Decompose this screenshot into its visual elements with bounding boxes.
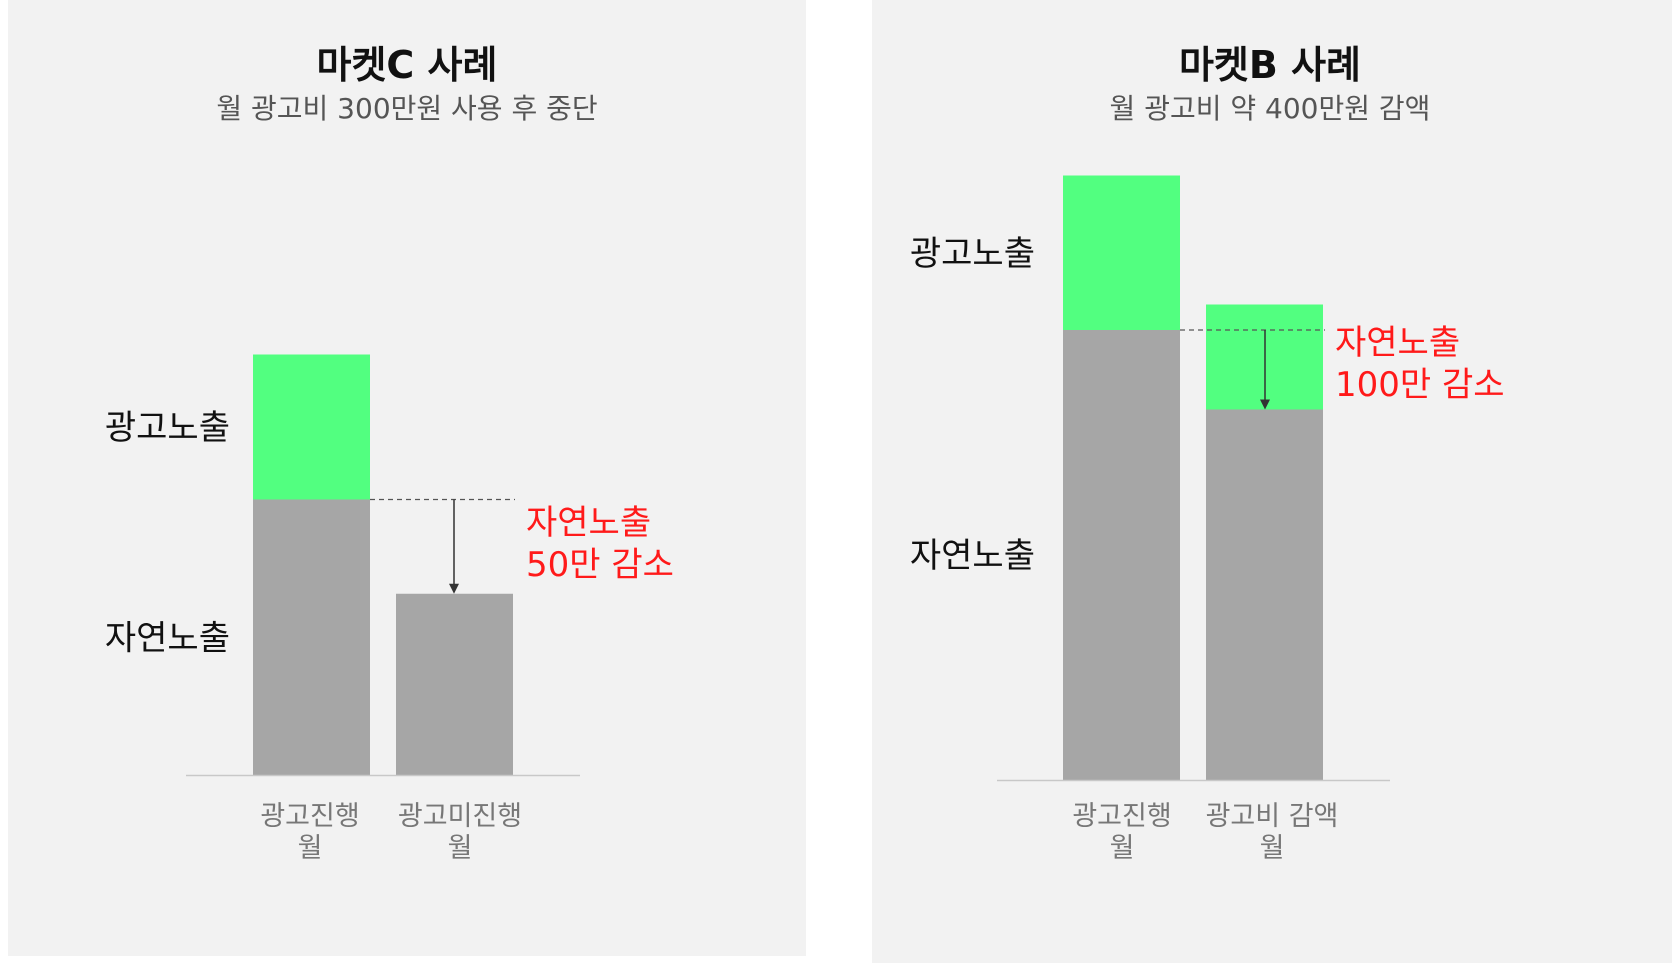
x-tick-label: 월 [298, 833, 323, 864]
series-label: 광고노출 [105, 408, 230, 448]
decrease-annotation: 100만 감소 [1335, 365, 1505, 405]
bar-segment [1206, 409, 1323, 780]
x-tick-label: 광고진행 [260, 801, 359, 832]
decrease-annotation: 50만 감소 [526, 545, 674, 585]
decrease-arrow-head [449, 583, 459, 594]
series-label: 자연노출 [105, 618, 230, 658]
x-tick-label: 월 [448, 833, 473, 864]
decrease-annotation: 자연노출 [526, 503, 651, 543]
bar-segment [396, 593, 513, 775]
chart-panel-market-b: 마켓B 사례 월 광고비 약 400만원 감액 광고진행 월 광고비 감액 월 자연노출… [872, 0, 1672, 963]
x-tick-label: 월 [1260, 833, 1285, 864]
bar-segment [1063, 330, 1180, 780]
chart-subtitle: 월 광고비 300만원 사용 후 중단 [216, 92, 597, 125]
x-tick-label: 광고진행 [1072, 801, 1171, 832]
bar-segment [253, 354, 370, 500]
x-tick-label: 월 [1110, 833, 1135, 864]
series-label: 광고노출 [910, 234, 1035, 274]
bar-segment [1063, 175, 1180, 330]
x-tick-label: 광고비 감액 [1206, 801, 1339, 832]
chart-market-c: 마켓C 사례 월 광고비 300만원 사용 후 중단 광고진행월광고미진행월자연… [105, 43, 674, 864]
decrease-arrow-head [1260, 399, 1270, 410]
x-tick-label: 광고미진행 [398, 801, 522, 832]
chart-subtitle: 월 광고비 약 400만원 감액 [1110, 92, 1431, 125]
chart-title: 마켓C 사례 [317, 43, 498, 87]
bar-segment [253, 499, 370, 775]
series-label: 자연노출 [910, 536, 1035, 576]
decrease-annotation: 자연노출 [1335, 323, 1460, 363]
chart-panel-market-c: 마켓C 사례 월 광고비 300만원 사용 후 중단 광고진행 월 광고미진행 월 자연… [8, 0, 806, 956]
chart-title: 마켓B 사례 [1179, 43, 1361, 87]
